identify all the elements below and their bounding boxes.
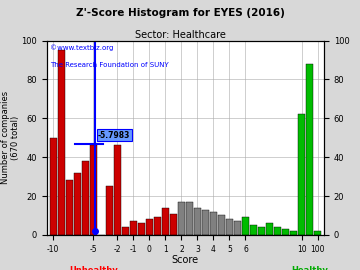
Bar [290, 231, 297, 235]
Bar [194, 208, 201, 235]
Bar [258, 227, 265, 235]
Bar [154, 217, 161, 235]
Bar [274, 227, 281, 235]
Bar [202, 210, 209, 235]
Bar [170, 214, 177, 235]
Bar [146, 219, 153, 235]
Bar [226, 219, 233, 235]
Text: -5.7983: -5.7983 [98, 131, 130, 140]
Bar [306, 64, 313, 235]
Bar [266, 223, 273, 235]
Bar [234, 221, 241, 235]
Bar [138, 223, 145, 235]
Bar [106, 186, 113, 235]
Bar [50, 138, 57, 235]
X-axis label: Score: Score [172, 255, 199, 265]
Bar [218, 215, 225, 235]
Y-axis label: Number of companies
(670 total): Number of companies (670 total) [0, 91, 20, 184]
Bar [114, 146, 121, 235]
Text: ©www.textbiz.org: ©www.textbiz.org [50, 44, 113, 51]
Bar [58, 50, 65, 235]
Text: Healthy: Healthy [291, 266, 328, 270]
Bar [66, 180, 73, 235]
Bar [122, 227, 129, 235]
Text: Unhealthy: Unhealthy [69, 266, 118, 270]
Bar [74, 173, 81, 235]
Bar [130, 221, 137, 235]
Text: Sector: Healthcare: Sector: Healthcare [135, 30, 225, 40]
Bar [162, 208, 169, 235]
Bar [210, 212, 217, 235]
Bar [250, 225, 257, 235]
Text: Z'-Score Histogram for EYES (2016): Z'-Score Histogram for EYES (2016) [76, 8, 284, 18]
Bar [90, 146, 97, 235]
Bar [282, 229, 289, 235]
Bar [314, 231, 321, 235]
Bar [178, 202, 185, 235]
Bar [298, 114, 305, 235]
Bar [186, 202, 193, 235]
Bar [82, 161, 89, 235]
Text: The Research Foundation of SUNY: The Research Foundation of SUNY [50, 62, 168, 68]
Bar [242, 217, 249, 235]
